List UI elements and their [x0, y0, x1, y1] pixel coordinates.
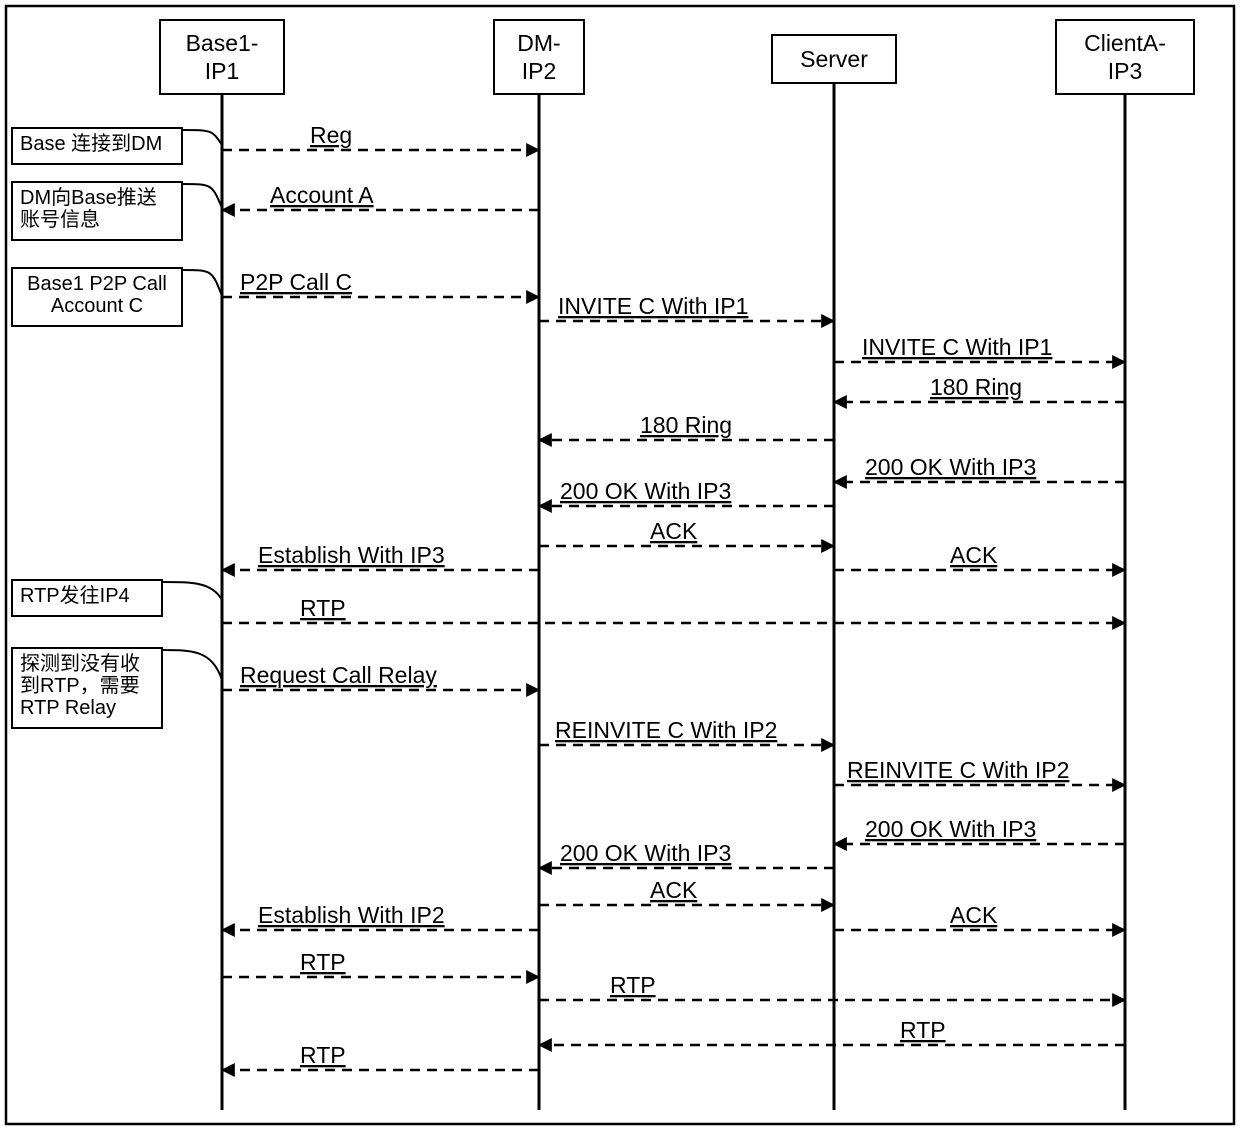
- note-0-text: Base 连接到DM: [20, 132, 162, 155]
- message-22-label: RTP: [610, 972, 656, 998]
- diagram-border: [6, 6, 1234, 1124]
- note-2-text: Base1 P2P Call: [27, 273, 167, 295]
- message-13-label: Request Call Relay: [240, 662, 437, 688]
- note-1-connector: [182, 184, 222, 208]
- message-6-label: 180 Ring: [640, 412, 732, 438]
- note-1-text: DM向Base推送: [20, 186, 157, 209]
- note-2-text: Account C: [51, 295, 143, 317]
- sequence-diagram: Base1-IP1 DM-IP2 Server ClientA-IP3 Base 连接到…: [0, 0, 1240, 1130]
- note-2-connector: [182, 270, 222, 296]
- participant-dm-label: IP2: [522, 58, 557, 84]
- message-8-label: 200 OK With IP3: [560, 478, 731, 504]
- message-1-label: Account A: [270, 182, 374, 208]
- note-4-text: 到RTP，需要: [20, 674, 140, 697]
- note-4-connector: [162, 650, 222, 680]
- message-3-label: INVITE C With IP1: [558, 293, 748, 319]
- message-5-label: 180 Ring: [930, 374, 1022, 400]
- message-24-label: RTP: [300, 1042, 346, 1068]
- message-16-label: 200 OK With IP3: [865, 816, 1036, 842]
- message-2-label: P2P Call C: [240, 269, 352, 295]
- participant-dm-label: DM-: [517, 30, 560, 56]
- participant-base1-label: IP1: [205, 58, 240, 84]
- message-0-label: Reg: [310, 122, 352, 148]
- message-19-label: Establish With IP2: [258, 902, 445, 928]
- message-9-label: ACK: [650, 518, 698, 544]
- message-17-label: 200 OK With IP3: [560, 840, 731, 866]
- message-14-label: REINVITE C With IP2: [555, 717, 777, 743]
- message-20-label: ACK: [950, 902, 998, 928]
- participant-client-label: IP3: [1108, 58, 1143, 84]
- message-12-label: RTP: [300, 595, 346, 621]
- note-0-connector: [182, 130, 222, 145]
- message-11-label: ACK: [950, 542, 998, 568]
- note-3-connector: [162, 582, 222, 600]
- message-10-label: Establish With IP3: [258, 542, 445, 568]
- note-1-text: 账号信息: [20, 208, 100, 231]
- message-21-label: RTP: [300, 949, 346, 975]
- participant-client-label: ClientA-: [1084, 30, 1166, 56]
- message-7-label: 200 OK With IP3: [865, 454, 1036, 480]
- message-4-label: INVITE C With IP1: [862, 334, 1052, 360]
- message-18-label: ACK: [650, 877, 698, 903]
- note-4-text: 探测到没有收: [20, 652, 140, 675]
- note-3-text: RTP发往IP4: [20, 584, 130, 607]
- note-4-text: RTP Relay: [20, 697, 116, 719]
- message-15-label: REINVITE C With IP2: [847, 757, 1069, 783]
- participant-base1-label: Base1-: [186, 30, 259, 56]
- message-23-label: RTP: [900, 1017, 946, 1043]
- participant-server-label: Server: [800, 46, 868, 72]
